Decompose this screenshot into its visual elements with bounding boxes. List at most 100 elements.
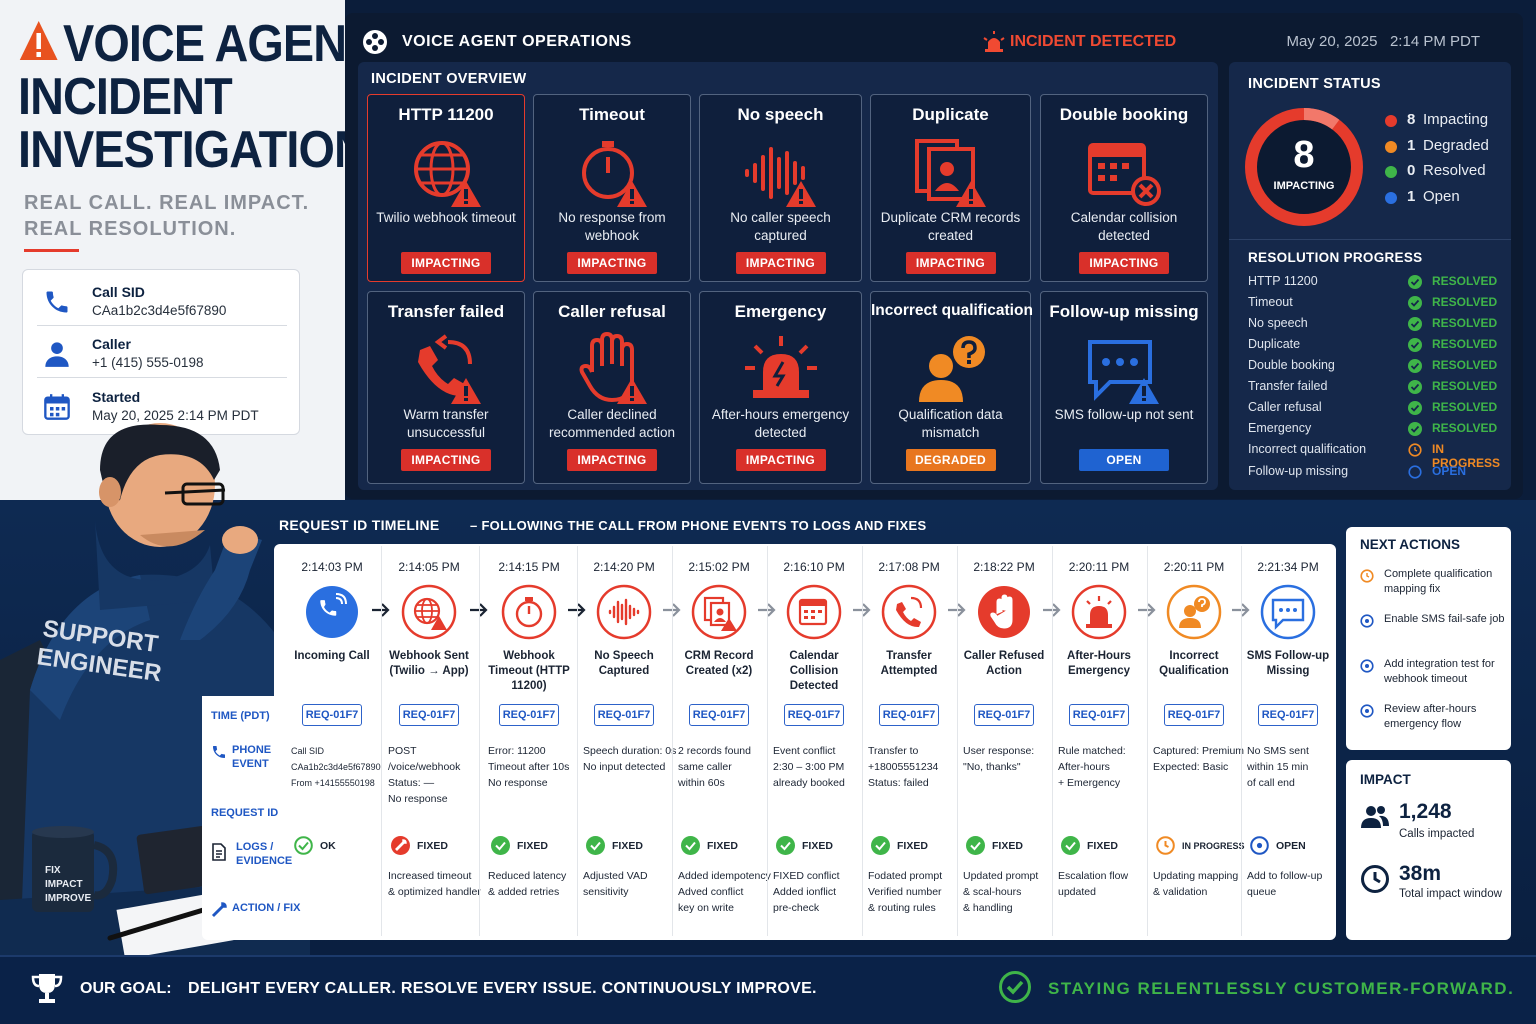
timeline-subtitle: – FOLLOWING THE CALL FROM PHONE EVENTS T… [470, 518, 927, 533]
column-divider [380, 546, 382, 936]
request-id-badge[interactable]: REQ-01F7 [594, 704, 654, 726]
phone-event-text: Rule matched: After-hours + Emergency [1058, 745, 1126, 789]
row-label-time: TIME (PDT) [211, 710, 270, 722]
card-transfer-failed[interactable]: Transfer failed Warm transfer unsuccessf… [367, 291, 525, 484]
legend-count: 1 [1407, 188, 1416, 205]
calls-impacted-label: Calls impacted [1399, 828, 1475, 840]
timeline-step[interactable]: 2:20:11 PM After-Hours Emergency [1052, 544, 1147, 696]
request-id-badge[interactable]: REQ-01F7 [689, 704, 749, 726]
request-id-badge[interactable]: REQ-01F7 [1258, 704, 1318, 726]
next-action-item[interactable]: Review after-hours emergency flow [1360, 702, 1510, 742]
soundwave-warning-icon [744, 147, 816, 207]
row-label-action: ACTION / FIX [232, 902, 301, 914]
check-circle-icon [1408, 401, 1422, 415]
progress-row: HTTP 11200 RESOLVED [1248, 274, 1503, 294]
request-id-badge[interactable]: REQ-01F7 [399, 704, 459, 726]
tagline: STAYING RELENTLESSLY CUSTOMER-FORWARD. [1048, 979, 1515, 998]
step-name: Caller Refused Action [963, 650, 1045, 677]
check-circle-icon [1408, 380, 1422, 394]
stopwatch-warning-icon [582, 141, 647, 207]
step-name: CRM Record Created (x2) [684, 650, 754, 677]
next-action-item[interactable]: Complete qualification mapping fix [1360, 567, 1510, 607]
column-divider [956, 546, 958, 936]
incident-alert[interactable]: INCIDENT DETECTED [1010, 33, 1177, 50]
title-line-1: VOICE AGENT [63, 15, 375, 73]
phone-event-text: Speech duration: 0s No input detected [583, 745, 676, 773]
progress-name: Timeout [1248, 295, 1293, 309]
card-caller-refusal[interactable]: Caller refusal Caller declined recommend… [533, 291, 691, 484]
subtitle-line-2: REAL RESOLUTION. [24, 218, 237, 240]
arrow-right-icon [757, 603, 776, 617]
caller-value: +1 (415) 555-0198 [92, 355, 204, 370]
step-time: 2:21:34 PM [1257, 560, 1319, 574]
status-badge: IMPACTING [735, 252, 826, 274]
card-http-11200[interactable]: HTTP 11200 Twilio webhook timeout IMPACT… [367, 94, 525, 282]
document-icon [212, 843, 226, 861]
fix-label: FIXED [707, 840, 738, 852]
next-action-item[interactable]: Add integration test for webhook timeout [1360, 657, 1510, 697]
timeline-step[interactable]: 2:14:05 PM Webhook Sent (Twilio → App) [382, 544, 477, 696]
request-id-badge[interactable]: REQ-01F7 [1164, 704, 1224, 726]
incident-status-panel: INCIDENT STATUS 8 IMPACTING 8 Impacting 1… [1229, 62, 1511, 490]
wrench-icon [391, 836, 410, 855]
timeline-step[interactable]: 2:18:22 PM Caller Refused Action [957, 544, 1052, 696]
legend-label: Open [1423, 188, 1460, 205]
title-line-3: INVESTIGATION [18, 121, 368, 179]
next-action-item[interactable]: Enable SMS fail-safe job [1360, 612, 1510, 652]
legend-label: Degraded [1423, 137, 1489, 154]
step-time: 2:15:02 PM [688, 560, 750, 574]
request-id-badge[interactable]: REQ-01F7 [499, 704, 559, 726]
timeline-step[interactable]: 2:14:15 PM Webhook Timeout (HTTP 11200) [482, 544, 577, 696]
fix-label: OK [320, 840, 336, 852]
timeline-step[interactable]: 2:14:20 PM No Speech Captured [577, 544, 672, 696]
request-id-badge[interactable]: REQ-01F7 [879, 704, 939, 726]
timeline-step[interactable]: 2:14:03 PM Incoming Call [285, 544, 380, 696]
card-follow-up-missing[interactable]: Follow-up missing SMS follow-up not sent… [1040, 291, 1208, 484]
progress-name: Incorrect qualification [1248, 442, 1367, 456]
check-circle-icon [871, 836, 890, 855]
clock-icon [1360, 569, 1374, 583]
request-id-badge[interactable]: REQ-01F7 [974, 704, 1034, 726]
card-timeout[interactable]: Timeout No response from webhook IMPACTI… [533, 94, 691, 282]
card-duplicate[interactable]: Duplicate Duplicate CRM records created … [870, 94, 1031, 282]
card-no-speech[interactable]: No speech No caller speech captured IMPA… [699, 94, 862, 282]
request-id-badge[interactable]: REQ-01F7 [302, 704, 362, 726]
dashboard-title: VOICE AGENT OPERATIONS [402, 33, 632, 50]
card-description: Warm transfer unsuccessful [403, 407, 489, 440]
next-actions-panel: NEXT ACTIONS Complete qualification mapp… [1346, 527, 1511, 750]
step-time: 2:18:22 PM [973, 560, 1035, 574]
wrench-icon [211, 902, 227, 918]
incident-status-label: INCIDENT STATUS [1248, 76, 1381, 92]
step-time: 2:20:11 PM [1068, 560, 1130, 574]
card-emergency[interactable]: Emergency After-hours emergency detected… [699, 291, 862, 484]
arrow-right-icon [470, 603, 488, 617]
fix-description: Reduced latency & added retries [488, 870, 567, 898]
timeline-step[interactable]: 2:17:08 PM Transfer Attempted [862, 544, 957, 696]
phone-event-text: Transfer to +18005551234 Status: failed [868, 745, 939, 789]
ring-caption: IMPACTING [1273, 180, 1335, 192]
soundwave-icon [596, 584, 652, 640]
progress-name: HTTP 11200 [1248, 274, 1318, 288]
timeline-step[interactable]: 2:15:02 PM CRM Record Created (x2) [672, 544, 767, 696]
card-double-booking[interactable]: Double booking Calendar collision detect… [1040, 94, 1208, 282]
person-icon [45, 342, 69, 367]
timeline-step[interactable]: 2:20:11 PM Incorrect Qualification [1147, 544, 1242, 696]
timeline-step[interactable]: 2:21:34 PM SMS Follow-up Missing [1241, 544, 1336, 696]
step-name: After-Hours Emergency [1067, 650, 1131, 677]
fix-label: OPEN [1276, 840, 1306, 852]
fix-label: FIXED [612, 840, 643, 852]
progress-row: No speech RESOLVED [1248, 316, 1503, 336]
request-id-badge[interactable]: REQ-01F7 [1069, 704, 1129, 726]
request-id-badge[interactable]: REQ-01F7 [784, 704, 844, 726]
dashboard-datetime: May 20, 2025 2:14 PM PDT [1287, 33, 1480, 50]
arrow-right-icon [1232, 603, 1250, 617]
clock-icon [1361, 865, 1389, 893]
status-badge: IMPACTING [567, 449, 657, 471]
card-title: Follow-up missing [1049, 302, 1199, 321]
calendar-icon [44, 394, 70, 420]
fix-description: Added idempotency Adved conflict key on … [678, 870, 771, 914]
fix-status: OK [294, 836, 390, 856]
timeline-step[interactable]: 2:16:10 PM Calendar Collision Detected [767, 544, 862, 696]
step-name: Calendar Collision Detected [789, 650, 839, 692]
card-incorrect-qualification[interactable]: Incorrect qualification Qualification da… [870, 291, 1033, 484]
